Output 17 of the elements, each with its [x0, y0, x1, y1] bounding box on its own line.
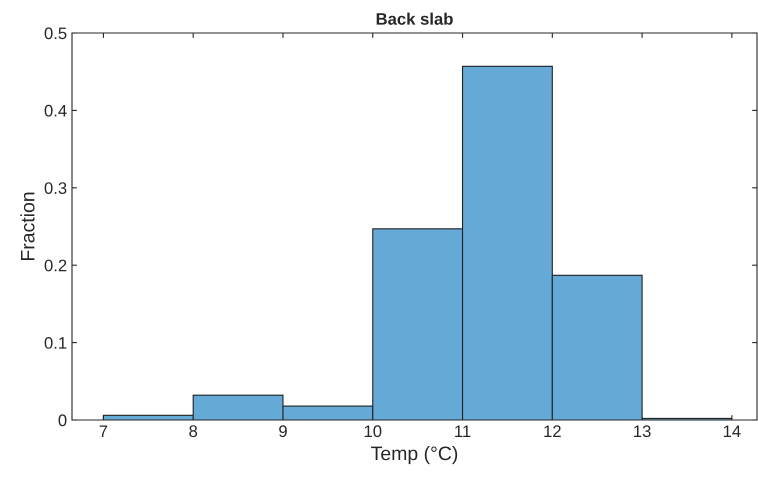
x-tick-label: 7: [100, 425, 108, 437]
x-tick-label: 9: [279, 425, 287, 438]
y-tick-label: 0.1: [44, 337, 66, 349]
x-axis-title: Temp (°C): [371, 446, 458, 464]
y-tick-label: 0.5: [44, 27, 66, 40]
x-tick-label: 12: [544, 425, 561, 437]
chart-title: Back slab: [376, 12, 453, 25]
x-tick-label: 11: [455, 425, 470, 437]
y-tick-label: 0.2: [44, 260, 66, 272]
y-tick-label: 0.3: [44, 182, 66, 194]
x-tick-label: 10: [364, 425, 382, 438]
y-axis-title: Fraction: [20, 192, 35, 260]
y-tick-label: 0: [58, 414, 66, 426]
y-tick-label: 0.4: [44, 104, 67, 117]
x-tick-label: 13: [634, 425, 651, 438]
x-tick-label: 8: [189, 425, 198, 438]
x-tick-label: 14: [724, 425, 741, 437]
